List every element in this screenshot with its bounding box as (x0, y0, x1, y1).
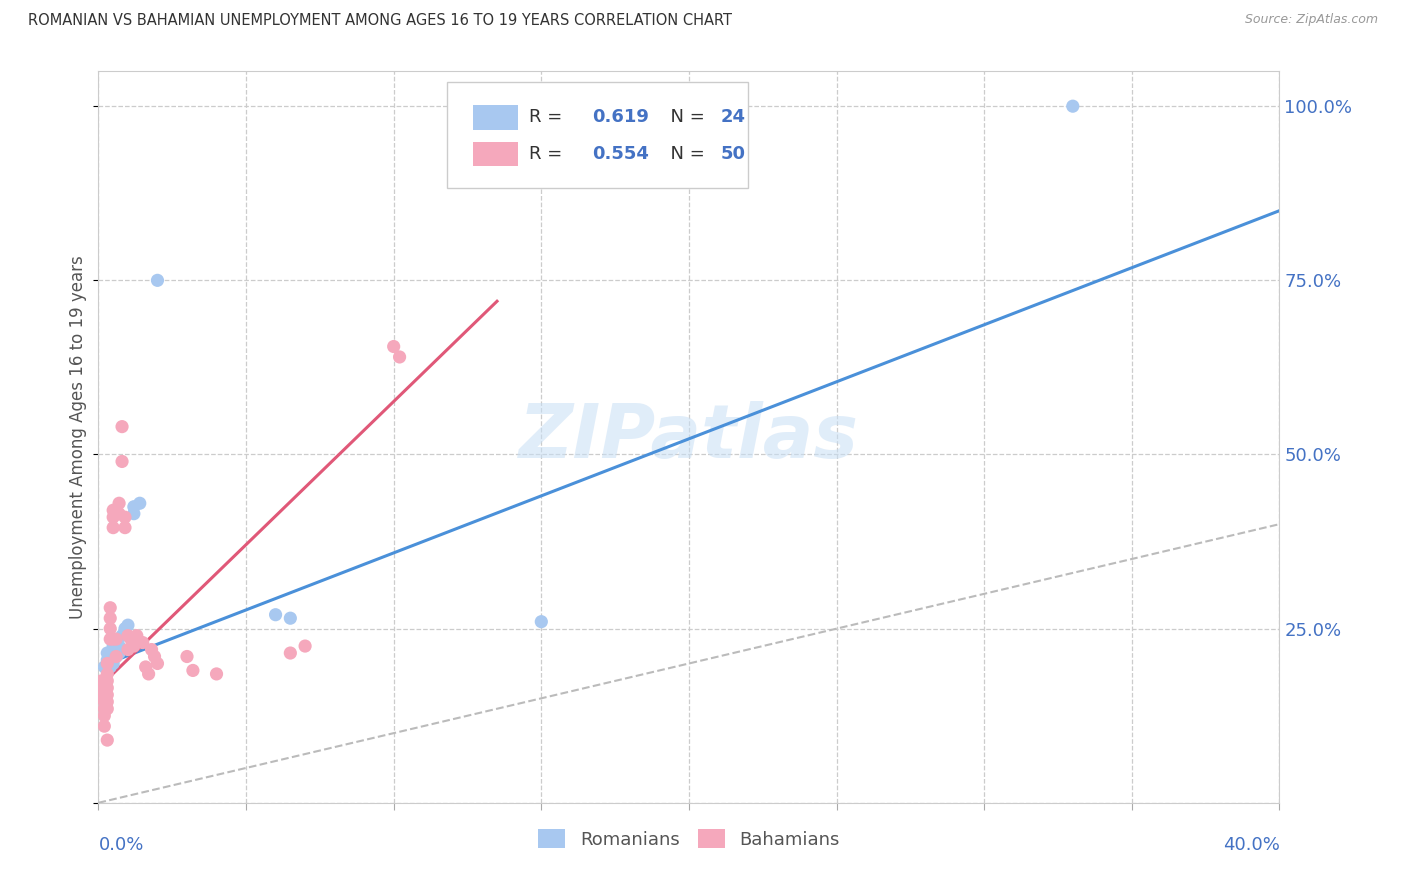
Point (96, 673, 118, 688)
Point (132, 635, 155, 649)
Point (138, 667, 160, 681)
Point (96, 653, 118, 667)
Text: R =: R = (530, 145, 568, 163)
Point (98, 611, 121, 625)
Text: 50: 50 (721, 145, 745, 163)
Point (96, 702, 118, 716)
Point (111, 419, 134, 434)
Point (98, 622, 121, 636)
Point (96, 733, 118, 747)
Point (93, 702, 115, 716)
Text: R =: R = (530, 109, 568, 127)
FancyBboxPatch shape (472, 105, 517, 130)
Point (128, 496, 150, 510)
Point (125, 629, 148, 643)
Point (205, 667, 228, 681)
Point (98, 660, 121, 674)
Text: 0.554: 0.554 (592, 145, 650, 163)
Point (103, 639, 125, 653)
Point (114, 521, 136, 535)
Point (382, 339, 405, 353)
Point (146, 273, 169, 287)
Point (98, 600, 121, 615)
Text: N =: N = (659, 109, 711, 127)
Point (96, 681, 118, 695)
Point (90, 681, 112, 695)
Point (278, 646, 302, 660)
Point (103, 632, 125, 646)
Point (108, 646, 131, 660)
Text: ROMANIAN VS BAHAMIAN UNEMPLOYMENT AMONG AGES 16 TO 19 YEARS CORRELATION CHART: ROMANIAN VS BAHAMIAN UNEMPLOYMENT AMONG … (28, 13, 733, 29)
Point (93, 695, 115, 709)
Point (135, 660, 157, 674)
Point (117, 642, 139, 657)
Point (90, 673, 112, 688)
Point (90, 688, 112, 702)
Point (103, 521, 125, 535)
Point (108, 639, 131, 653)
Point (93, 684, 115, 698)
Point (143, 649, 166, 664)
Point (96, 695, 118, 709)
Point (93, 708, 115, 723)
Point (105, 635, 128, 649)
Text: 0.0%: 0.0% (98, 836, 143, 854)
Point (122, 500, 145, 514)
FancyBboxPatch shape (447, 82, 748, 188)
Point (103, 510, 125, 524)
Point (117, 618, 139, 632)
Point (530, 615, 553, 629)
Text: 24: 24 (721, 109, 745, 127)
Text: 0.619: 0.619 (592, 109, 650, 127)
Point (388, 350, 411, 364)
Point (93, 660, 115, 674)
Point (103, 657, 125, 671)
Point (105, 642, 128, 657)
Point (117, 629, 139, 643)
Point (141, 642, 163, 657)
Point (294, 639, 316, 653)
Point (146, 657, 169, 671)
Point (264, 607, 287, 622)
Point (114, 510, 136, 524)
Point (98, 653, 121, 667)
Point (122, 639, 145, 653)
Point (111, 629, 134, 643)
Text: ZIPatlas: ZIPatlas (519, 401, 859, 474)
Point (105, 649, 128, 664)
Point (108, 507, 131, 521)
Point (111, 454, 134, 468)
Text: N =: N = (659, 145, 711, 163)
FancyBboxPatch shape (472, 142, 517, 167)
Point (120, 632, 142, 646)
Point (96, 688, 118, 702)
Point (96, 646, 118, 660)
Point (122, 507, 145, 521)
Point (103, 646, 125, 660)
Point (103, 503, 125, 517)
Point (1062, 99, 1084, 113)
Point (96, 657, 118, 671)
Legend: Romanians, Bahamians: Romanians, Bahamians (531, 822, 846, 856)
Text: Source: ZipAtlas.com: Source: ZipAtlas.com (1244, 13, 1378, 27)
Y-axis label: Unemployment Among Ages 16 to 19 years: Unemployment Among Ages 16 to 19 years (69, 255, 87, 619)
Point (93, 719, 115, 733)
Text: 40.0%: 40.0% (1223, 836, 1279, 854)
Point (96, 667, 118, 681)
Point (114, 622, 136, 636)
Point (105, 649, 128, 664)
Point (181, 664, 204, 678)
Point (176, 649, 198, 664)
Point (105, 632, 128, 646)
Point (108, 496, 131, 510)
Point (278, 611, 302, 625)
Point (98, 632, 121, 646)
